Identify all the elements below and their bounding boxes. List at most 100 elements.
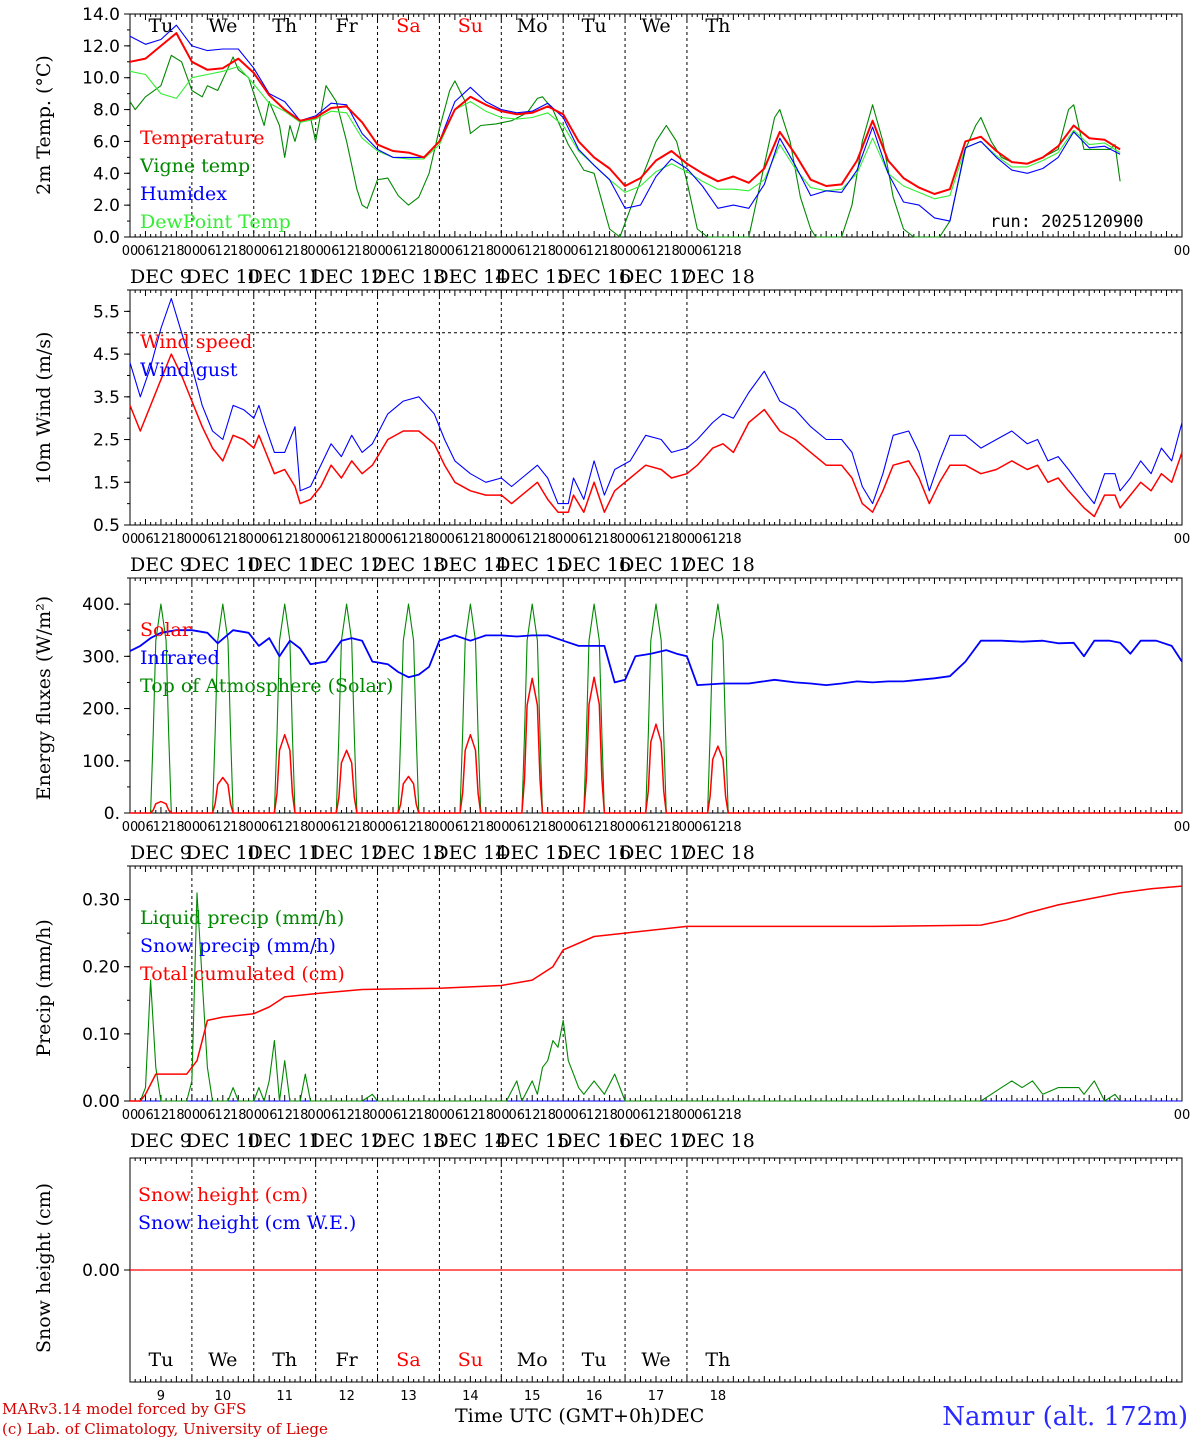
legend-green: Liquid precip (mm/h): [140, 907, 344, 929]
station-name: Namur (alt. 172m): [942, 1402, 1188, 1432]
hour-tick-label: 06: [199, 532, 216, 547]
hour-tick-label: 12: [462, 1108, 479, 1123]
hour-tick-label: 00: [679, 820, 696, 835]
hour-tick-label: 06: [261, 1108, 278, 1123]
hour-tick-label: 06: [694, 244, 711, 259]
hour-tick-label: 06: [385, 244, 402, 259]
hour-tick-label: 00: [122, 820, 139, 835]
hour-tick-label: 18: [725, 532, 742, 547]
hour-tick-label: 06: [632, 1108, 649, 1123]
y-tick-label: 300.: [82, 647, 120, 667]
hour-tick-label: 00: [493, 244, 510, 259]
y-tick-label: 5.5: [93, 302, 120, 322]
weekday-label: We: [208, 15, 237, 37]
hour-tick-label: 18: [539, 532, 556, 547]
day-label: DEC 15: [495, 554, 569, 576]
hour-tick-label: 00: [184, 1108, 201, 1123]
y-axis-title: 10m Wind (m/s): [33, 332, 55, 485]
y-tick-label: 1.5: [93, 473, 120, 493]
hour-tick-label: 18: [292, 1108, 309, 1123]
weekday-label: Tu: [148, 1349, 173, 1371]
hour-tick-label: 18: [168, 244, 185, 259]
hour-tick-label: 18: [478, 244, 495, 259]
day-number-label: 16: [586, 1389, 603, 1404]
x-axis-title-text: Time UTC (GMT+0h): [455, 1405, 661, 1427]
day-label: DEC 12: [310, 266, 384, 288]
y-axis-title: Snow height (cm): [33, 1183, 55, 1353]
weekday-label: Th: [272, 1349, 297, 1371]
hour-tick-label: 00: [555, 1108, 572, 1123]
hour-tick-label: 06: [694, 1108, 711, 1123]
hour-tick-label: 18: [354, 244, 371, 259]
hour-tick-label: 00: [184, 820, 201, 835]
hour-tick-label: 06: [199, 820, 216, 835]
hour-tick-label: 00: [122, 1108, 139, 1123]
day-number-label: 14: [462, 1389, 479, 1404]
day-number-label: 17: [648, 1389, 665, 1404]
x-axis-title-month: DEC: [660, 1405, 705, 1427]
day-label: DEC 12: [310, 842, 384, 864]
hour-tick-label: 00: [555, 532, 572, 547]
y-tick-label: 4.5: [93, 345, 120, 365]
hour-tick-label: 06: [385, 1108, 402, 1123]
hour-tick-label: 00: [617, 244, 634, 259]
legend-red: Snow height (cm): [138, 1184, 308, 1206]
day-label: DEC 16: [557, 1130, 631, 1152]
day-label: DEC 10: [186, 842, 260, 864]
day-label: DEC 15: [495, 842, 569, 864]
hour-tick-label: 00: [369, 820, 386, 835]
weekday-label: We: [641, 15, 670, 37]
hour-tick-label: 12: [710, 820, 727, 835]
day-label: DEC 16: [557, 554, 631, 576]
weekday-label: Fr: [335, 1349, 358, 1371]
hour-tick-label: 12: [524, 244, 541, 259]
weekday-label: Tu: [582, 1349, 607, 1371]
series-temperature: [129, 32, 1121, 195]
hour-tick-label: 06: [447, 820, 464, 835]
hour-tick-label: 06: [323, 532, 340, 547]
day-label: DEC 17: [619, 554, 693, 576]
y-tick-label: 4.0: [93, 164, 120, 184]
y-tick-label: 0.0: [93, 228, 120, 248]
hour-tick-label: 12: [400, 244, 417, 259]
day-label: DEC 17: [619, 842, 693, 864]
hour-tick-label: 12: [648, 1108, 665, 1123]
day-label: DEC 11: [248, 842, 322, 864]
hour-tick-label: 12: [586, 532, 603, 547]
hour-tick-label: 00: [431, 532, 448, 547]
hour-tick-label: 18: [663, 244, 680, 259]
hour-tick-label: 18: [168, 1108, 185, 1123]
hour-tick-label: 00: [307, 244, 324, 259]
hour-tick-label: 12: [586, 244, 603, 259]
series-wind-speed: [129, 353, 1183, 518]
day-label: DEC 18: [681, 266, 755, 288]
hour-tick-label: 12: [524, 820, 541, 835]
weekday-label: Fr: [335, 15, 358, 37]
hour-tick-label: 00: [245, 1108, 262, 1123]
day-label: DEC 14: [433, 1130, 507, 1152]
hour-tick-label: 18: [230, 1108, 247, 1123]
hour-tick-label: 00: [184, 532, 201, 547]
y-axis-title: Precip (mm/h): [33, 919, 55, 1057]
hour-tick-label: 06: [447, 532, 464, 547]
hour-tick-label: 00: [122, 532, 139, 547]
y-tick-label: 8.0: [93, 101, 120, 121]
hour-tick-label: 00: [679, 1108, 696, 1123]
hour-tick-label: 12: [276, 1108, 293, 1123]
hour-tick-label: 06: [570, 244, 587, 259]
y-axis-title: 2m Temp. (°C): [33, 55, 55, 195]
day-label: DEC 13: [372, 1130, 446, 1152]
y-tick-label: 2.5: [93, 431, 120, 451]
hour-tick-label: 00: [617, 532, 634, 547]
run-label: run: 2025120900: [990, 212, 1144, 232]
hour-tick-label: 18: [292, 820, 309, 835]
hour-tick-label: 06: [508, 244, 525, 259]
hour-tick-label: 06: [570, 1108, 587, 1123]
day-label: DEC 10: [186, 554, 260, 576]
hour-tick-label: 12: [338, 820, 355, 835]
day-number-label: 9: [157, 1389, 165, 1404]
hour-tick-label: 06: [261, 244, 278, 259]
legend-red: Wind speed: [140, 331, 252, 353]
hour-tick-label: 12: [215, 820, 232, 835]
hour-tick-label: 06: [199, 244, 216, 259]
